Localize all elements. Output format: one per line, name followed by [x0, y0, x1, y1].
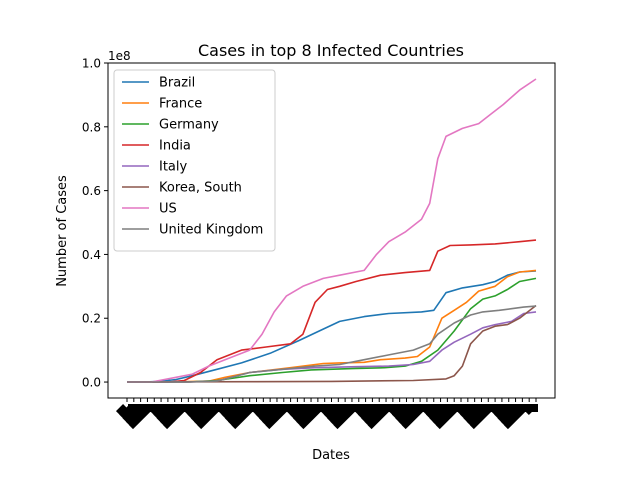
- x-tick-label-band: [128, 404, 538, 412]
- y-tick-label: 0.8: [82, 120, 101, 134]
- x-axis-label: Dates: [312, 448, 350, 463]
- x-axis-ticks: [115, 398, 538, 430]
- legend: Brazil France Germany India Italy Korea, Sout…: [113, 69, 276, 252]
- y-tick-label: 0.0: [82, 376, 101, 390]
- y-tick-label: 0.6: [82, 184, 101, 198]
- legend-label: Brazil: [159, 76, 195, 91]
- y-axis-ticks: 0.0 0.2 0.4 0.6 0.8 1.0: [82, 57, 108, 390]
- series-line-brazil: [127, 270, 537, 383]
- legend-label: Germany: [159, 118, 219, 133]
- legend-label: India: [159, 139, 191, 154]
- y-tick-label: 0.2: [82, 312, 101, 326]
- series-line-united-kingdom: [127, 305, 537, 383]
- legend-label: France: [159, 97, 202, 112]
- x-tick-label: [115, 404, 127, 416]
- y-axis-multiplier: 1e8: [108, 49, 131, 63]
- series-line-korea-south: [126, 304, 537, 383]
- y-tick-label: 1.0: [82, 57, 101, 71]
- y-tick-label: 0.4: [82, 248, 101, 262]
- y-axis-label: Number of Cases: [55, 175, 70, 287]
- legend-label: US: [159, 202, 177, 217]
- series-line-india: [127, 239, 537, 383]
- series-line-us: [127, 78, 537, 383]
- legend-label: Korea, South: [159, 181, 242, 196]
- plot-area: [126, 78, 537, 383]
- legend-label: United Kingdom: [159, 223, 263, 238]
- legend-box: [113, 69, 276, 252]
- series-line-italy: [127, 311, 537, 383]
- legend-label: Italy: [159, 160, 188, 175]
- series-line-france: [127, 269, 537, 383]
- chart-title: Cases in top 8 Infected Countries: [198, 41, 464, 60]
